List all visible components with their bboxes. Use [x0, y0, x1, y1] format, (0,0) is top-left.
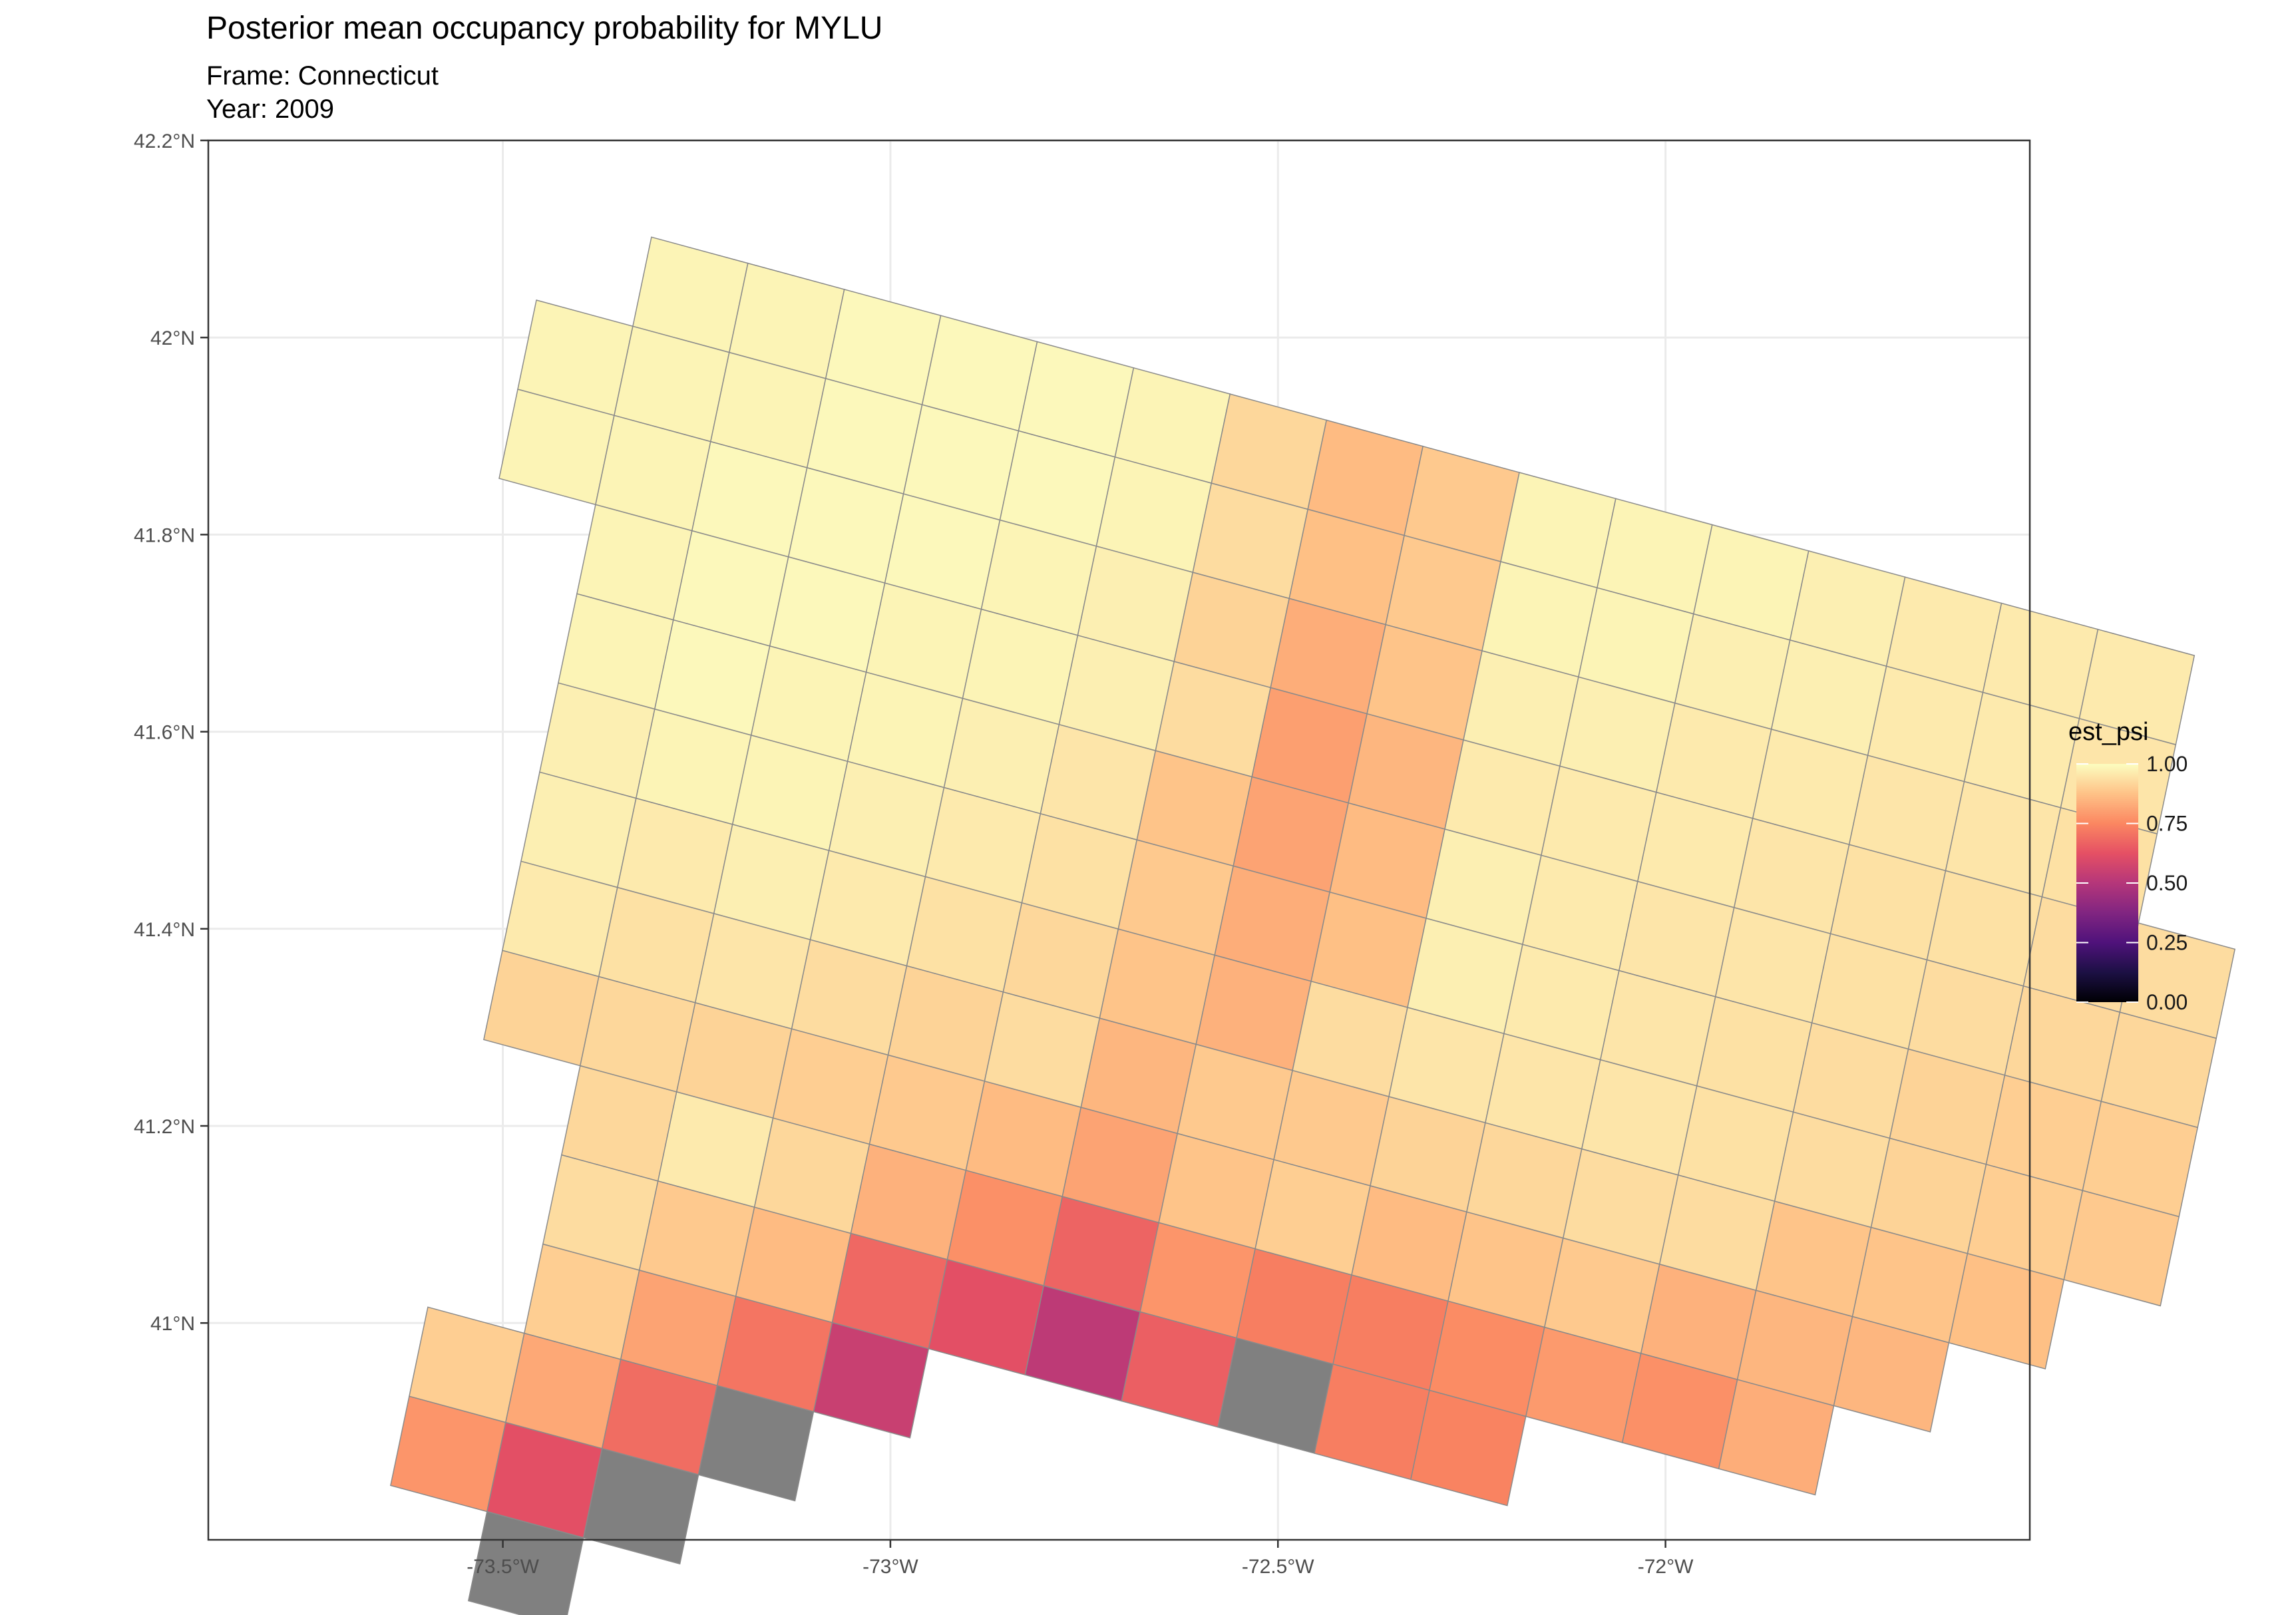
grid-cell	[1948, 1252, 2065, 1370]
legend-tick-label: 0.25	[2146, 931, 2188, 955]
grid-cell	[582, 1447, 699, 1565]
grid-cell	[1833, 1316, 1950, 1433]
frame-subtitle: Frame: Connecticut	[206, 61, 439, 90]
x-axis: -73.5°W -73°W -72.5°W -72°W	[467, 1540, 1694, 1578]
grid-cell	[1410, 1389, 1527, 1507]
y-tick-label: 41.2°N	[134, 1116, 195, 1138]
x-tick-label: -73.5°W	[467, 1556, 539, 1578]
y-tick-label: 41°N	[150, 1313, 195, 1335]
legend-tick-label: 0.00	[2146, 990, 2188, 1014]
grid-cell	[1718, 1379, 1835, 1496]
grid-cell	[2063, 1190, 2180, 1307]
grid-cell	[467, 1511, 584, 1615]
year-subtitle: Year: 2009	[206, 94, 335, 124]
legend-tick-label: 0.75	[2146, 812, 2188, 836]
grid-cell	[813, 1322, 930, 1439]
grid-cell	[697, 1385, 815, 1502]
y-tick-label: 42°N	[150, 327, 195, 349]
legend-tick-label: 1.00	[2146, 752, 2188, 776]
legend: est_psi 0.00 0.25 0.50 0.75 1.00	[2068, 718, 2188, 1014]
grid-cells	[390, 236, 2236, 1615]
legend-title: est_psi	[2068, 718, 2148, 746]
x-tick-label: -72.5°W	[1242, 1556, 1314, 1578]
x-tick-label: -73°W	[862, 1556, 918, 1578]
y-tick-label: 41.6°N	[134, 722, 195, 744]
legend-tick-label: 0.50	[2146, 871, 2188, 895]
x-tick-label: -72°W	[1638, 1556, 1694, 1578]
y-tick-label: 41.8°N	[134, 524, 195, 546]
y-axis: 41°N 41.2°N 41.4°N 41.6°N 41.8°N 42°N 42.2°N	[134, 130, 208, 1335]
plot-border	[207, 139, 2031, 1541]
y-tick-label: 41.4°N	[134, 919, 195, 941]
legend-ticks: 0.00 0.25 0.50 0.75 1.00	[2076, 752, 2188, 1014]
map-title: Posterior mean occupancy probability for…	[206, 11, 883, 46]
y-tick-label: 42.2°N	[134, 130, 195, 152]
